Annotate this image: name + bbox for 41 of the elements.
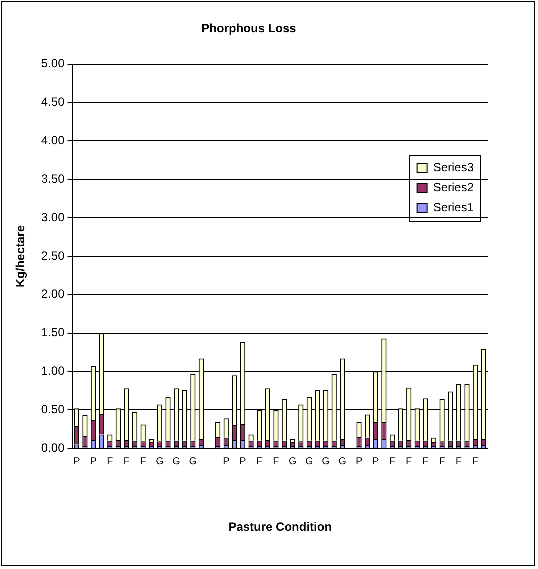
x-tick-label: P: [240, 456, 247, 468]
x-tick-label: G: [338, 456, 347, 468]
x-tick-label: F: [422, 456, 429, 468]
x-tick-label: F: [439, 456, 446, 468]
x-tick-label: F: [107, 456, 114, 468]
x-tick-label: F: [140, 456, 146, 468]
legend-label: Series3: [433, 160, 474, 175]
x-tick-label: G: [288, 456, 297, 468]
chart-title: Phorphous Loss: [202, 22, 297, 36]
y-tick-label: 1.50: [41, 326, 66, 340]
legend-label: Series2: [433, 180, 474, 195]
y-tick-label: 3.50: [41, 172, 66, 186]
x-tick-label: P: [356, 456, 363, 468]
x-tick-label: F: [406, 456, 412, 468]
x-tick-label: P: [372, 456, 380, 468]
y-tick-label: 3.00: [41, 210, 66, 224]
x-tick-label: F: [256, 456, 263, 468]
x-tick-label: F: [273, 456, 280, 468]
legend-label: Series1: [433, 200, 474, 215]
x-tick-label: F: [389, 456, 396, 468]
y-tick-label: 4.00: [41, 134, 66, 148]
y-axis-title: Kg/hectare: [14, 225, 28, 288]
x-tick-label: G: [306, 456, 314, 468]
x-tick-label: P: [223, 456, 230, 468]
y-tick-label: 0.00: [41, 440, 66, 455]
x-tick-label: P: [74, 456, 81, 468]
x-tick-label: G: [189, 456, 198, 468]
y-tick-label: 2.50: [41, 248, 66, 263]
y-tick-label: 2.00: [41, 287, 66, 302]
y-tick-label: 0.50: [41, 402, 66, 416]
x-tick-label: F: [472, 456, 479, 468]
y-tick-label: 5.00: [41, 56, 66, 71]
y-tick-label: 1.00: [41, 364, 66, 378]
x-axis-title: Pasture Condition: [228, 520, 332, 534]
x-tick-label: F: [456, 456, 462, 468]
x-tick-label: G: [156, 456, 164, 468]
x-tick-label: F: [124, 456, 130, 468]
x-tick-label: G: [322, 456, 330, 468]
x-tick-label: G: [172, 456, 181, 468]
y-tick-label: 4.50: [41, 95, 66, 110]
x-tick-label: P: [90, 456, 98, 468]
